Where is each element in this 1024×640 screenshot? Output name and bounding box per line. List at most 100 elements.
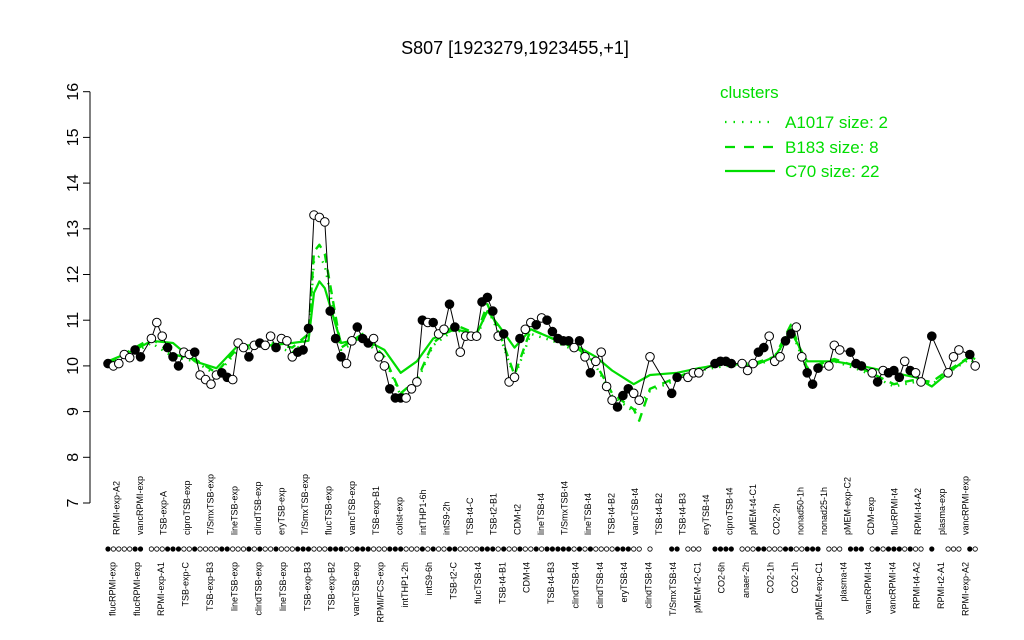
rug-mark: [289, 546, 295, 552]
data-point: [498, 329, 509, 339]
rug-marks: [105, 546, 978, 552]
x-tick-label: RPMI-exp-A1: [156, 562, 166, 616]
data-point: [775, 352, 785, 362]
rug-mark: [696, 546, 702, 552]
rug-mark: [777, 546, 783, 552]
rug-mark: [192, 546, 198, 552]
data-point: [569, 342, 579, 353]
rug-mark: [826, 546, 832, 552]
rug-mark: [165, 546, 171, 552]
x-tick-label: vancRPMI-t4: [863, 562, 873, 614]
rug-mark: [137, 546, 144, 552]
x-tick-label: pMEM-exp-C1: [814, 562, 824, 620]
data-point: [412, 377, 422, 387]
y-axis: 7 8 9 10 11 12 13 14 15 16: [65, 83, 91, 507]
x-tick-label: vancRPMI-exp: [960, 476, 970, 535]
data-point: [764, 331, 775, 342]
rug-mark: [148, 546, 154, 552]
x-tick-label: intTHP1-6h: [418, 489, 428, 535]
rug-mark: [533, 546, 539, 552]
rug-mark: [809, 546, 816, 552]
rug-mark: [392, 546, 398, 552]
data-point: [298, 345, 308, 355]
data-point: [634, 395, 645, 406]
data-point: [601, 381, 612, 392]
data-point: [797, 352, 807, 362]
rug-mark: [945, 546, 951, 552]
x-tick-label: TSB-exp-A: [159, 491, 169, 535]
x-tick-label: RPMI/FCS-exp: [375, 562, 385, 623]
data-point: [135, 352, 146, 362]
data-point: [591, 356, 601, 367]
rug-mark: [544, 546, 550, 552]
rug-mark: [376, 546, 382, 552]
rug-mark: [788, 546, 794, 552]
rug-mark: [278, 546, 284, 552]
y-tick-label: 7: [65, 498, 82, 507]
data-point: [867, 368, 878, 378]
rug-mark: [435, 546, 442, 552]
x-tick-label: TSB-t4-B2: [607, 493, 617, 535]
rug-mark: [506, 546, 512, 552]
rug-mark: [896, 546, 902, 552]
data-point: [612, 402, 623, 412]
y-tick-label: 12: [65, 266, 82, 284]
data-point: [894, 372, 905, 383]
data-point: [645, 352, 655, 362]
data-point: [791, 322, 802, 332]
rug-mark: [484, 546, 490, 552]
data-point: [802, 368, 813, 378]
chart-title: S807 [1923279,1923455,+1]: [401, 38, 629, 58]
rug-mark: [593, 546, 599, 552]
rug-mark: [972, 546, 978, 552]
rug-mark: [501, 546, 507, 552]
rug-mark: [766, 546, 772, 552]
data-point: [401, 393, 411, 403]
x-tick-label: TSB-t2-C: [449, 562, 459, 600]
x-tick-label: clindTSB-t4: [644, 562, 654, 609]
data-point: [910, 368, 921, 378]
rug-mark: [110, 546, 117, 552]
x-tick-label: TSB-t4-B1: [497, 562, 507, 604]
rug-mark: [560, 546, 566, 552]
data-point: [666, 388, 677, 399]
rug-mark: [549, 546, 556, 552]
x-tick-label: TSB-exp-C: [180, 562, 190, 607]
rug-mark: [408, 546, 415, 552]
rug-mark: [338, 546, 344, 552]
x-tick-label: lineTSB-exp: [229, 562, 239, 611]
rug-mark: [793, 546, 799, 552]
rug-mark: [609, 546, 615, 552]
rug-mark: [154, 546, 160, 552]
x-tick-label: intTHP1-2h: [400, 562, 410, 608]
data-point: [189, 347, 200, 358]
x-tick-label: eryTSB-t4: [701, 494, 711, 535]
data-point: [672, 372, 682, 383]
data-point: [336, 352, 346, 362]
data-point: [238, 342, 249, 353]
data-point: [889, 365, 899, 376]
rug-mark: [614, 546, 621, 552]
rug-mark: [365, 546, 371, 552]
rug-mark: [430, 546, 436, 552]
x-tick-label: intS9-2h: [442, 501, 452, 535]
x-tick-label: vancTSB-t4: [630, 488, 640, 535]
x-tick-label: clindTSB-t4: [570, 562, 580, 609]
x-tick-label: lineTSB-exp: [229, 486, 239, 535]
rug-mark: [728, 546, 734, 552]
x-tick-label: CDM-t2: [512, 504, 522, 535]
data-point: [428, 317, 439, 328]
rug-mark: [116, 546, 122, 552]
x-tick-label: pMEM-exp-C2: [842, 477, 852, 535]
x-tick-label: clindTSB-exp: [253, 481, 263, 535]
rug-mark: [528, 546, 534, 552]
data-point: [260, 340, 271, 351]
x-tick-label: TSB-t4-B3: [546, 562, 556, 604]
rug-mark: [744, 546, 751, 552]
rug-mark: [197, 546, 203, 552]
data-point: [303, 323, 314, 334]
rug-mark: [457, 546, 463, 552]
x-tick-label: lineTSB-t4: [583, 493, 593, 535]
rug-mark: [284, 546, 290, 552]
